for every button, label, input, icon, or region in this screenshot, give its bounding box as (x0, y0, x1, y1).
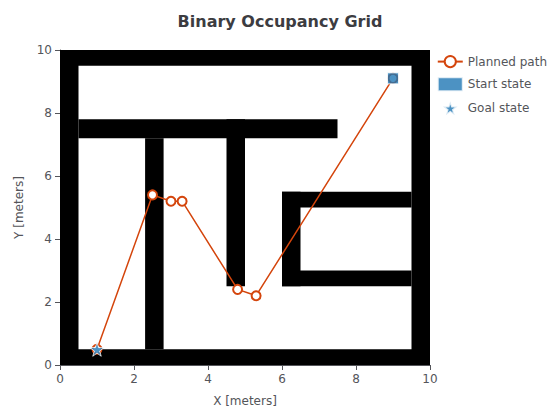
svg-text:0: 0 (44, 358, 52, 372)
svg-text:8: 8 (44, 106, 52, 120)
svg-text:Goal state: Goal state (468, 101, 530, 115)
svg-text:8: 8 (352, 372, 360, 386)
svg-text:Y [meters]: Y [meters] (12, 176, 26, 240)
svg-text:6: 6 (44, 169, 52, 183)
svg-text:10: 10 (37, 43, 52, 57)
svg-text:10: 10 (422, 372, 437, 386)
svg-text:6: 6 (278, 372, 286, 386)
svg-text:Planned path: Planned path (468, 55, 547, 69)
svg-text:4: 4 (44, 232, 52, 246)
svg-text:Start state: Start state (468, 77, 532, 91)
svg-text:4: 4 (204, 372, 212, 386)
svg-text:0: 0 (56, 372, 64, 386)
svg-text:Binary Occupancy Grid: Binary Occupancy Grid (178, 12, 383, 31)
svg-text:2: 2 (130, 372, 138, 386)
svg-text:2: 2 (44, 295, 52, 309)
svg-text:X [meters]: X [meters] (213, 394, 277, 408)
